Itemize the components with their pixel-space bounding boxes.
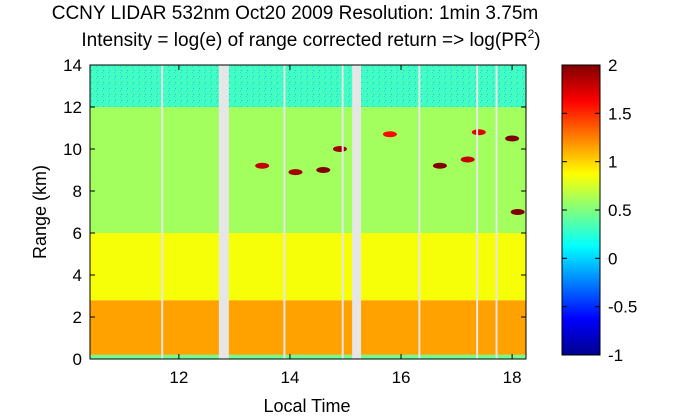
noise-overlay: [90, 65, 526, 107]
y-tick-label: 2: [73, 308, 82, 327]
layer-free-troposphere-lower: [90, 233, 526, 301]
cloud-9: [510, 209, 525, 215]
y-tick-label: 14: [63, 56, 82, 75]
thin-gap-4: [476, 65, 479, 359]
y-tick-label: 12: [63, 98, 82, 117]
data-gap-0: [218, 65, 229, 359]
cloud-7: [471, 129, 486, 136]
y-tick-label: 4: [73, 266, 82, 285]
chart-title-line2-suffix: ): [534, 30, 540, 51]
y-tick-label: 6: [73, 224, 82, 243]
data-gap-1: [352, 65, 362, 359]
heatmap-plot: [90, 65, 526, 359]
layer-boundary-layer: [90, 300, 526, 355]
colorbar-tick-label: 1.5: [608, 104, 632, 123]
colorbar-tick-label: 2: [608, 56, 617, 75]
plot-axes-box: [89, 64, 527, 360]
thin-gap-5: [495, 65, 498, 359]
colorbar-tick-label: -1: [608, 346, 623, 365]
thin-gap-2: [341, 65, 344, 359]
cloud-3: [332, 146, 347, 152]
cloud-5: [432, 162, 447, 169]
chart-title-line2-sup: 2: [528, 27, 535, 41]
x-axis-label: Local Time: [263, 396, 350, 416]
thin-gap-0: [161, 65, 164, 359]
x-axis-ticks: 12 14 16 18: [169, 65, 522, 387]
y-tick-label: 10: [63, 140, 82, 159]
thin-gap-1: [283, 65, 286, 359]
cloud-6: [460, 156, 475, 163]
thin-gap-3: [418, 65, 421, 359]
x-tick-label: 14: [280, 368, 299, 387]
cloud-1: [288, 169, 303, 176]
colorbar-tick-label: 0.5: [608, 201, 632, 220]
x-tick-label: 12: [169, 368, 188, 387]
cloud-4: [382, 131, 397, 138]
colorbar-tick-label: 0: [608, 249, 617, 268]
layer-free-troposphere-upper: [90, 107, 526, 233]
cloud-8: [505, 135, 520, 142]
chart-title-line2: Intensity = log(e) of range corrected re…: [81, 27, 540, 51]
y-axis-ticks: 0 2 4 6 8 10 12 14: [63, 56, 526, 369]
colorbar-tick-label: -0.5: [608, 298, 637, 317]
chart-title-line2-prefix: Intensity = log(e) of range corrected re…: [81, 30, 527, 51]
layer-surface-layer: [90, 354, 526, 359]
colorbar-ticks: 2 1.5 1 0.5 0 -0.5 -1: [562, 56, 637, 365]
cloud-0: [255, 162, 270, 169]
y-tick-label: 8: [73, 182, 82, 201]
x-tick-label: 16: [392, 368, 411, 387]
chart-title-line1: CCNY LIDAR 532nm Oct20 2009 Resolution: …: [52, 3, 539, 24]
x-tick-label: 18: [503, 368, 522, 387]
y-tick-label: 0: [73, 350, 82, 369]
colorbar: [561, 64, 601, 356]
y-axis-label: Range (km): [30, 165, 50, 259]
colorbar-tick-label: 1: [608, 153, 617, 172]
cloud-2: [316, 167, 331, 173]
